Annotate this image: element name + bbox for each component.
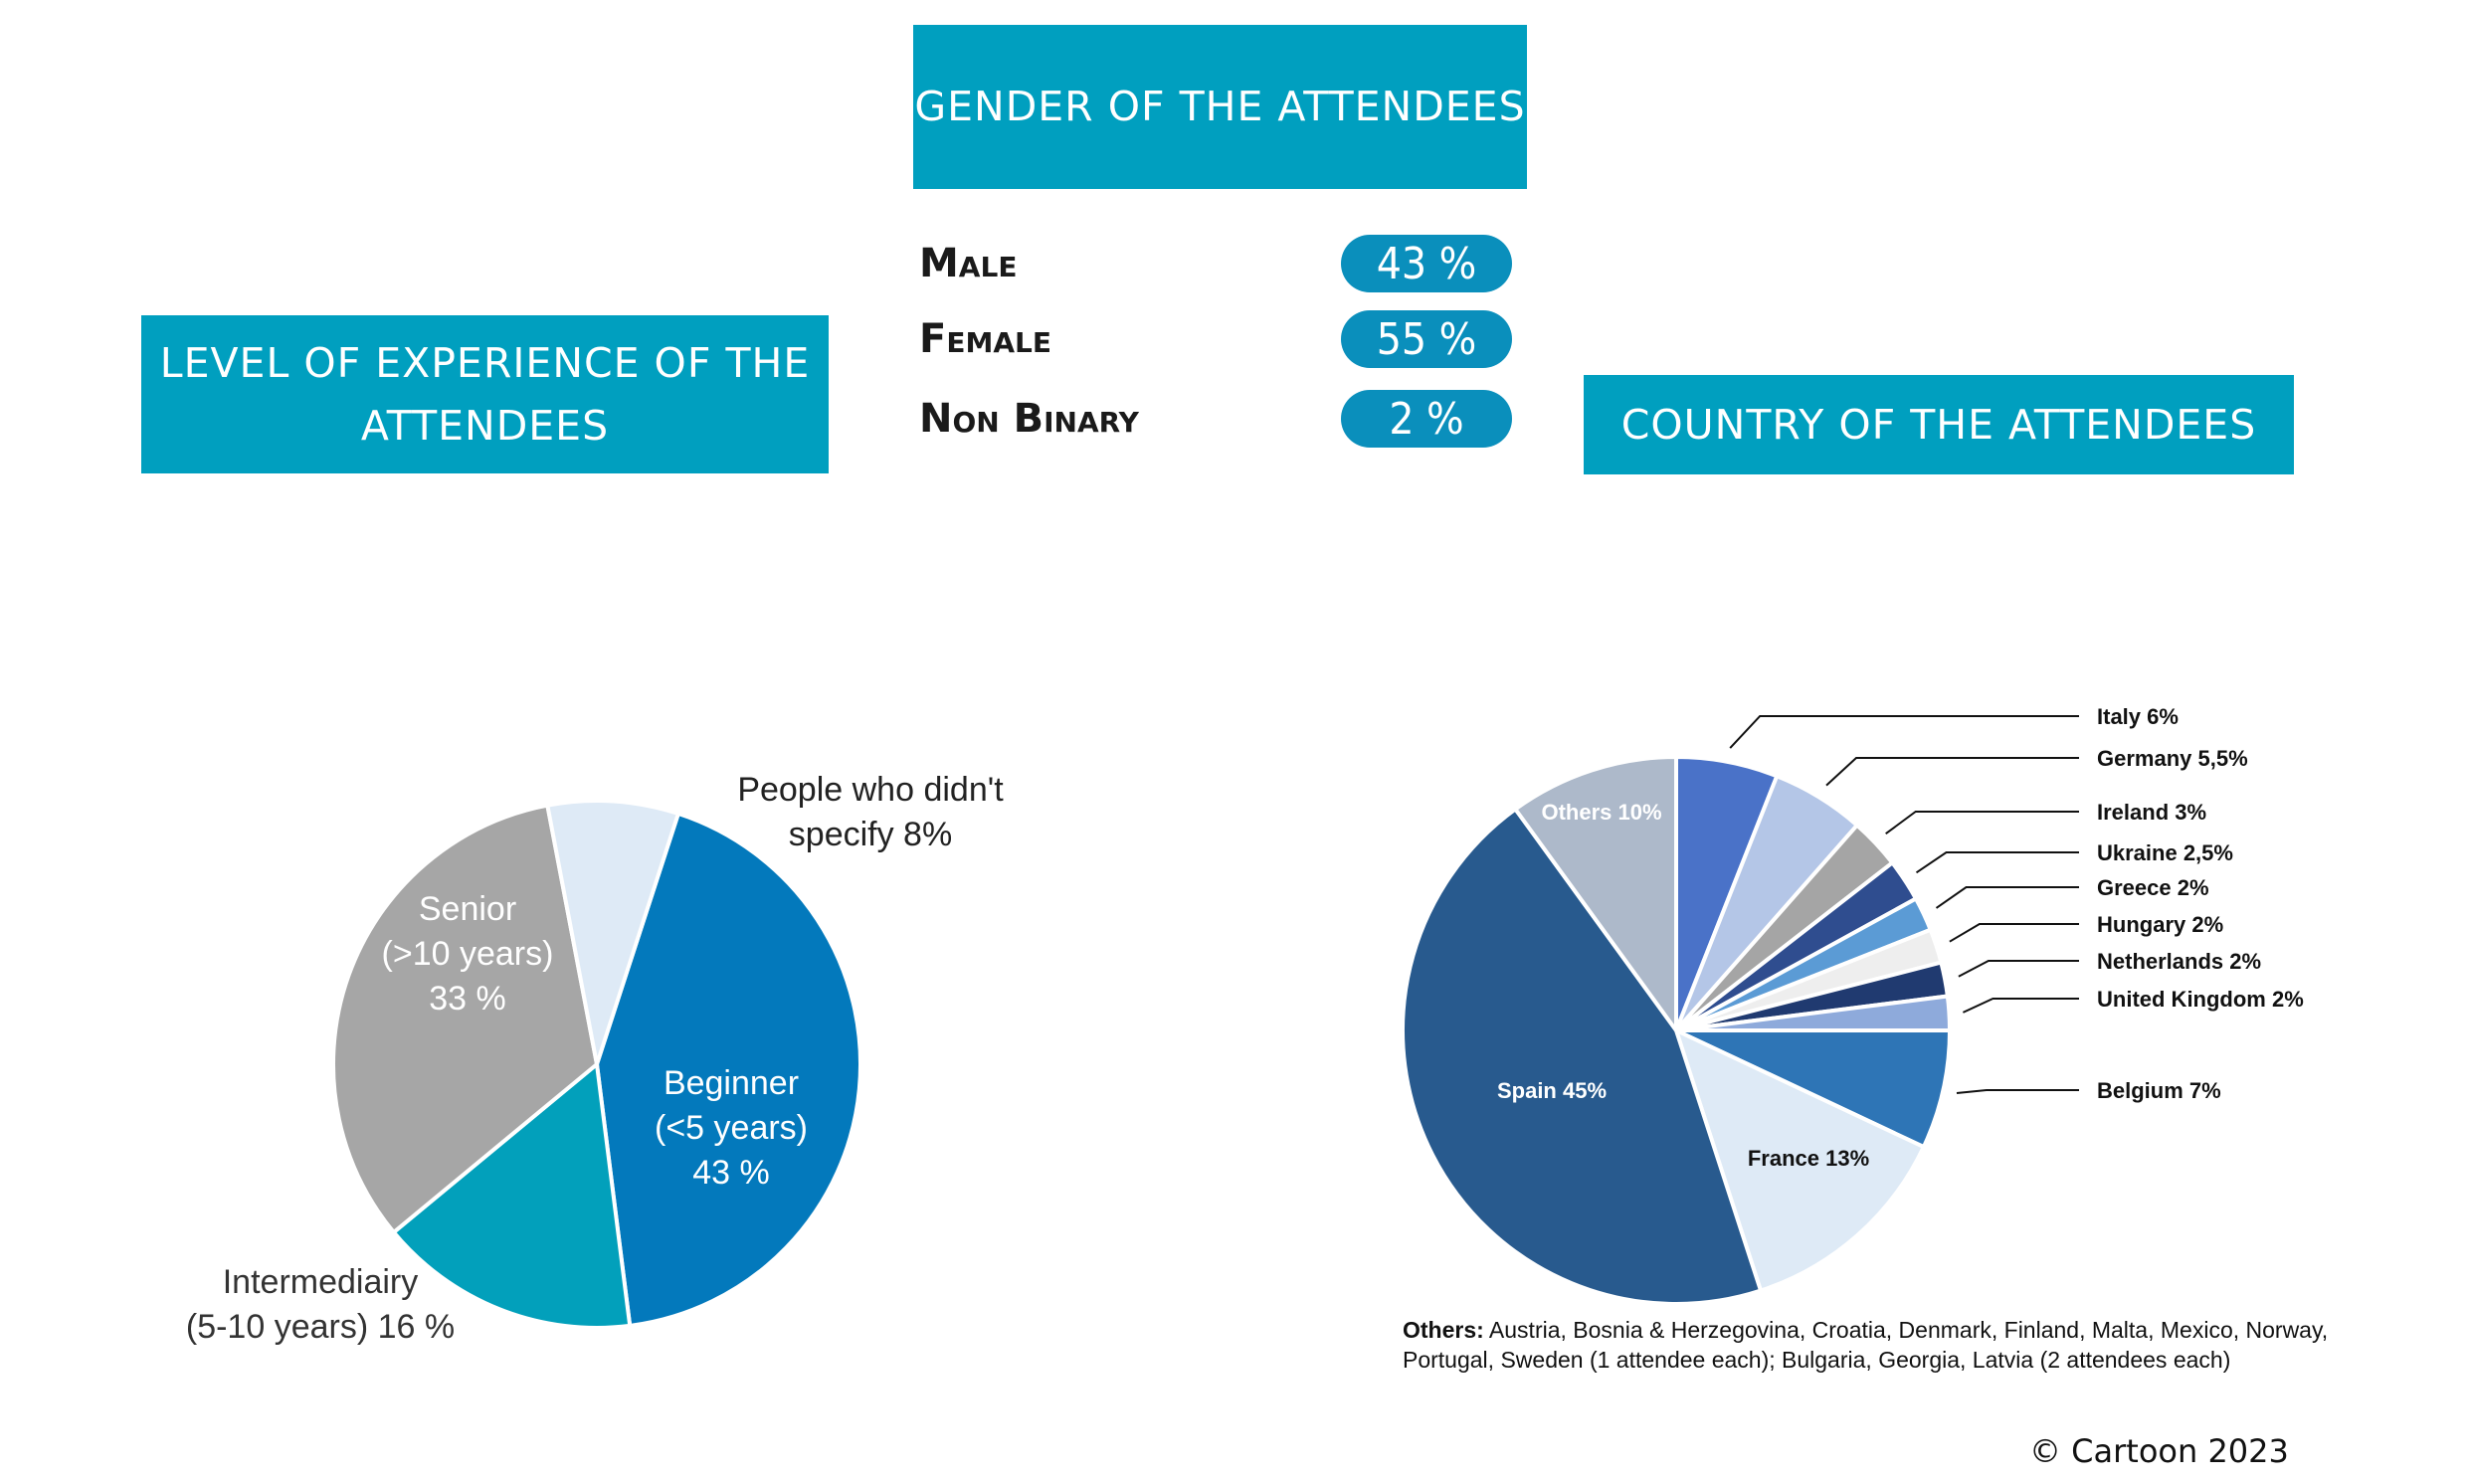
country-slice-8 — [1675, 1028, 1953, 1150]
country-leader-line-6 — [1958, 960, 2079, 978]
country-label-10: Spain 45% — [1497, 1078, 1607, 1103]
country-label-1: Germany 5,5% — [2097, 746, 2248, 771]
country-section-title: COUNTRY OF THE ATTENDEES — [1584, 375, 2294, 474]
gender-value-pill: 55 % — [1341, 310, 1512, 368]
gender-label: Female — [919, 316, 1051, 362]
country-label-9: France 13% — [1748, 1146, 1869, 1171]
country-slice-9 — [1672, 1026, 1927, 1294]
country-slice-10 — [1401, 806, 1764, 1306]
country-leader-line-1 — [1825, 757, 2079, 787]
gender-row-non-binary: Non Binary 2 % — [919, 390, 1516, 469]
country-label-3: Ukraine 2,5% — [2097, 840, 2233, 865]
experience-slice-0 — [594, 811, 862, 1329]
country-label-2: Ireland 3% — [2097, 800, 2206, 825]
copyright-notice: © Cartoon 2023 — [2029, 1432, 2289, 1470]
country-leader-line-4 — [1935, 886, 2079, 909]
country-label-7: United Kingdom 2% — [2097, 987, 2304, 1012]
gender-value-pill: 43 % — [1341, 235, 1512, 292]
country-label-6: Netherlands 2% — [2097, 949, 2261, 974]
experience-slice-label-0: Beginner (<5 years) 43 % — [655, 1064, 808, 1192]
experience-slice-label-1: Intermediairy (5-10 years) 16 % — [186, 1263, 455, 1346]
others-footnote-line2: Portugal, Sweden (1 attendee each); Bulg… — [1403, 1347, 2230, 1373]
country-label-0: Italy 6% — [2097, 704, 2179, 729]
gender-label: Male — [919, 241, 1018, 286]
country-leader-line-8 — [1956, 1089, 2079, 1094]
country-pie-chart: Italy 6% Germany 5,5% Ireland 3% Ukraine 2,… — [1401, 704, 2304, 1306]
experience-slice-1 — [390, 1060, 633, 1330]
country-label-8: Belgium 7% — [2097, 1078, 2221, 1103]
country-leader-line-0 — [1729, 715, 2079, 749]
gender-section-title: GENDER OF THE ATTENDEES — [913, 25, 1527, 189]
country-leader-line-2 — [1885, 811, 2079, 835]
experience-slice-3 — [545, 799, 681, 1065]
gender-value-pill: 2 % — [1341, 390, 1512, 448]
others-footnote-line1: Others: Austria, Bosnia & Herzegovina, C… — [1403, 1317, 2328, 1343]
gender-row-female: Female 55 % — [919, 310, 1516, 390]
experience-slice-label-2: Senior (>10 years) 33 % — [382, 890, 554, 1018]
country-leader-line-3 — [1915, 851, 2079, 874]
experience-section-title: LEVEL OF EXPERIENCE OF THE ATTENDEES — [141, 315, 829, 473]
country-label-4: Greece 2% — [2097, 875, 2209, 900]
experience-slice-2 — [331, 803, 600, 1235]
country-label-11: Others 10% — [1541, 800, 1661, 825]
experience-slice-label-3: People who didn't specify 8% — [737, 771, 1004, 853]
country-label-5: Hungary 2% — [2097, 912, 2223, 937]
country-leader-line-5 — [1949, 923, 2079, 943]
experience-pie-chart: Beginner (<5 years) 43 % Intermediairy (5-10… — [186, 771, 1004, 1346]
country-slice-11 — [1512, 754, 1678, 1037]
gender-label: Non Binary — [919, 396, 1139, 442]
country-leader-line-7 — [1962, 998, 2079, 1014]
gender-row-male: Male 43 % — [919, 235, 1516, 314]
